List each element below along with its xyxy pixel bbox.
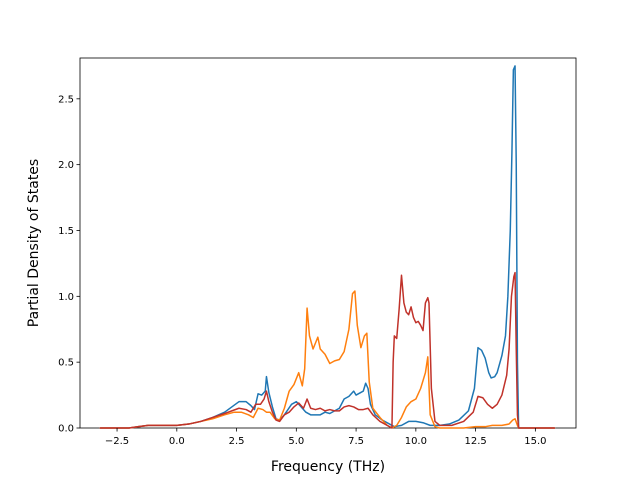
y-tick-label: 0.0: [58, 424, 74, 435]
y-tick-label: 2.0: [58, 160, 74, 171]
x-tick-label: 5.0: [288, 436, 304, 447]
series-line-1: [99, 65, 556, 429]
x-axis-label: Frequency (THz): [271, 459, 385, 475]
y-tick-label: 1.5: [58, 226, 74, 237]
y-axis-ticks: 0.0 0.5 1.0 1.5 2.0 2.5: [58, 94, 80, 435]
series-layer: [99, 65, 556, 429]
x-tick-label: 0.0: [169, 436, 185, 447]
series-line-3: [99, 271, 556, 429]
x-tick-label: 2.5: [229, 436, 245, 447]
y-tick-label: 0.5: [58, 358, 74, 369]
x-axis-ticks: −2.5 0.0 2.5 5.0 7.5 10.0 12.5 15.0: [105, 428, 546, 447]
x-tick-label: 12.5: [464, 436, 486, 447]
series-line-2: [99, 290, 556, 429]
x-tick-label: 15.0: [524, 436, 546, 447]
x-tick-label: 7.5: [348, 436, 364, 447]
y-axis-label: Partial Density of States: [26, 159, 42, 327]
x-tick-label: 10.0: [405, 436, 427, 447]
y-tick-label: 2.5: [58, 94, 74, 105]
plot-area: [79, 57, 577, 429]
y-tick-label: 1.0: [58, 292, 74, 303]
plot-frame: [79, 57, 577, 429]
x-tick-label: −2.5: [105, 436, 129, 447]
